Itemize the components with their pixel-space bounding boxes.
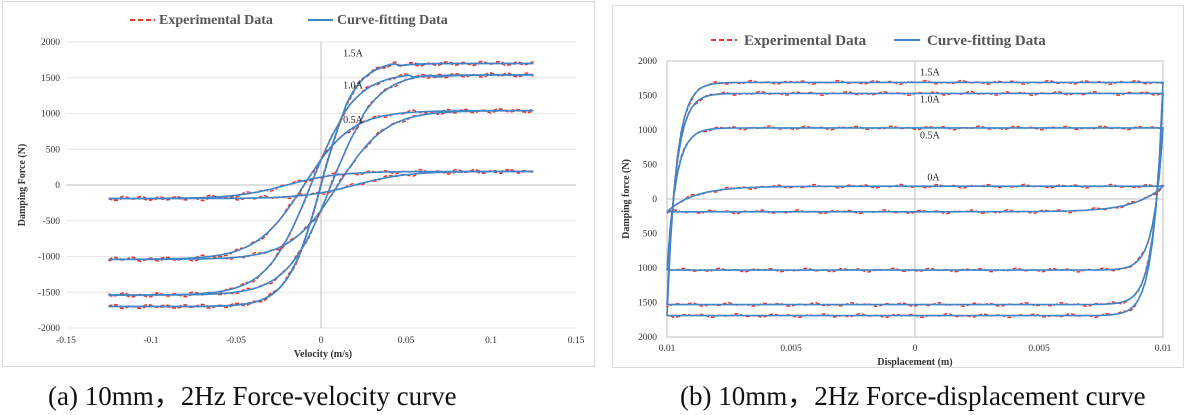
current-label-0.5A: 0.5A <box>343 115 364 126</box>
x-tick-label: 0.1 <box>485 336 497 346</box>
x-tick-label: -0.05 <box>226 336 246 346</box>
y-tick-label: 0 <box>55 181 60 191</box>
experimental-curve-lower <box>108 168 534 202</box>
x-tick-label: 0 <box>913 344 918 354</box>
y-tick-label: 1000 <box>638 126 657 136</box>
y-tick-label: 0 <box>652 195 657 205</box>
force-velocity-chart: Experimental Data Curve-fitting Data 2000 1… <box>17 13 585 360</box>
fitting-curve-lower <box>108 62 534 308</box>
y-tick-label: 1000 <box>638 264 657 274</box>
fitting-loop <box>666 185 1166 213</box>
fitting-loop <box>666 127 1164 271</box>
current-label-1.0A: 1.0A <box>920 94 941 105</box>
fitting-curve-lower <box>108 170 534 200</box>
legend-fitting-label: Curve-fitting Data <box>337 13 448 28</box>
x-axis-title: Displacement (m) <box>877 357 952 368</box>
y-tick-label: 2000 <box>41 38 60 48</box>
x-axis-title: Velocity (m/s) <box>294 349 352 360</box>
x-tick-label: 0.005 <box>780 344 802 354</box>
legend-experimental-label: Experimental Data <box>744 33 867 49</box>
legend-experimental-label: Experimental Data <box>159 13 273 28</box>
fitting-curve-lower <box>108 109 534 261</box>
y-tick-label: 500 <box>46 145 61 155</box>
y-tick-label: 500 <box>643 230 658 240</box>
y-axis-title: Damping force (N) <box>621 159 632 239</box>
y-tick-label: -2000 <box>38 324 60 334</box>
current-label-1.5A: 1.5A <box>920 67 941 78</box>
x-tick-label: 0.15 <box>568 336 585 346</box>
x-tick-label: 0.01 <box>659 344 676 354</box>
y-tick-label: -1000 <box>38 253 60 263</box>
y-tick-label: 2000 <box>638 333 657 343</box>
x-tick-label: 0 <box>319 336 324 346</box>
x-tick-label: 0.05 <box>398 336 415 346</box>
x-tick-label: -0.15 <box>56 336 76 346</box>
legend-fitting-label: Curve-fitting Data <box>927 33 1046 49</box>
current-label-0.5A: 0.5A <box>920 130 941 141</box>
y-axis-title: Damping Force (N) <box>17 144 28 227</box>
y-tick-label: 1000 <box>41 110 60 120</box>
x-tick-label: -0.1 <box>143 336 158 346</box>
current-label-1.0A: 1.0A <box>343 80 364 91</box>
y-tick-label: -500 <box>43 217 61 227</box>
x-tick-label: 0.01 <box>1155 344 1172 354</box>
force-displacement-chart: Experimental Data Curve-fitting Data 2000 1… <box>621 33 1172 368</box>
force-displacement-panel: Experimental Data Curve-fitting Data 2000 1… <box>612 5 1184 368</box>
current-label-0A: 0A <box>927 172 940 183</box>
force-velocity-panel: Experimental Data Curve-fitting Data 2000 1… <box>2 1 595 367</box>
y-tick-label: 1500 <box>41 74 60 84</box>
current-label-1.5A: 1.5A <box>343 48 364 59</box>
y-tick-label: -1500 <box>38 288 60 298</box>
y-tick-label: 1500 <box>638 299 657 309</box>
y-tick-label: 500 <box>643 161 658 171</box>
y-tick-label: 1500 <box>638 92 657 102</box>
fitting-loop <box>666 92 1164 306</box>
fitting-loop <box>666 81 1164 317</box>
x-tick-label: 0.005 <box>1028 344 1050 354</box>
y-tick-label: 2000 <box>638 57 657 67</box>
caption-a: (a) 10mm，2Hz Force-velocity curve <box>48 381 457 411</box>
caption-b: (b) 10mm，2Hz Force-displacement curve <box>680 381 1146 411</box>
